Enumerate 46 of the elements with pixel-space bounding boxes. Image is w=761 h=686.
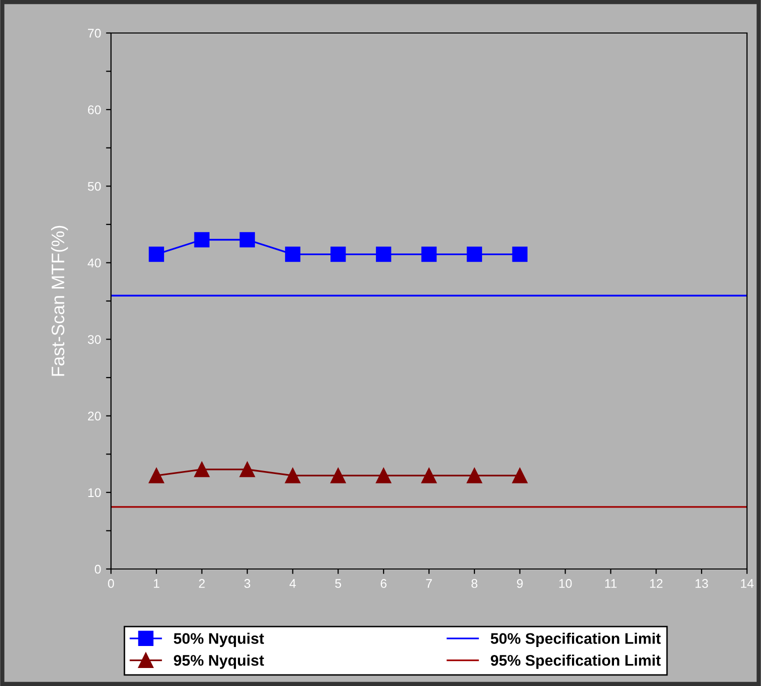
point <box>194 462 210 478</box>
legend-label: 50% Nyquist <box>174 632 264 647</box>
point <box>285 246 300 262</box>
point <box>240 232 255 248</box>
x-tick-label: 5 <box>335 579 342 588</box>
x-tick-label: 9 <box>516 579 523 588</box>
x-tick-label: 0 <box>108 579 114 588</box>
legend-label: 95% Specification Limit <box>490 654 661 669</box>
point <box>330 246 346 262</box>
x-tick-label: 13 <box>696 579 708 588</box>
x-tick-label: 7 <box>426 579 432 588</box>
point <box>148 246 164 262</box>
x-tick-label: 8 <box>471 579 478 588</box>
y-tick-label: 10 <box>88 488 101 498</box>
x-tick-label: 2 <box>199 579 205 588</box>
point <box>285 468 300 484</box>
y-tick-label: 40 <box>88 258 101 268</box>
point <box>421 246 437 262</box>
point <box>240 462 255 478</box>
y-tick-label: 30 <box>88 335 101 344</box>
x-tick-label: 14 <box>741 579 754 588</box>
point <box>512 246 528 262</box>
point <box>330 468 346 484</box>
y-tick-label: 20 <box>88 412 101 421</box>
y-tick-label: 60 <box>88 105 101 114</box>
y-axis-title: Fast-Scan MTF(%) <box>51 226 68 376</box>
x-tick-label: 1 <box>154 579 160 588</box>
point <box>421 468 437 484</box>
x-tick-label: 3 <box>244 579 250 588</box>
x-tick-label: 12 <box>650 579 662 588</box>
point <box>194 232 210 248</box>
point <box>512 468 528 484</box>
y-tick-label: 0 <box>94 564 101 574</box>
point <box>376 246 392 262</box>
point <box>148 468 164 484</box>
point <box>376 468 392 484</box>
point <box>466 468 482 484</box>
legend-label: 50% Specification Limit <box>490 632 661 647</box>
x-tick-label: 4 <box>290 579 296 588</box>
y-tick-label: 50 <box>88 182 101 191</box>
x-tick-label: 11 <box>605 579 617 588</box>
x-tick-label: 6 <box>380 579 386 588</box>
x-tick-label: 10 <box>559 579 572 588</box>
point <box>466 246 482 262</box>
legend-label: 95% Nyquist <box>174 654 264 669</box>
y-tick-label: 70 <box>88 28 101 38</box>
